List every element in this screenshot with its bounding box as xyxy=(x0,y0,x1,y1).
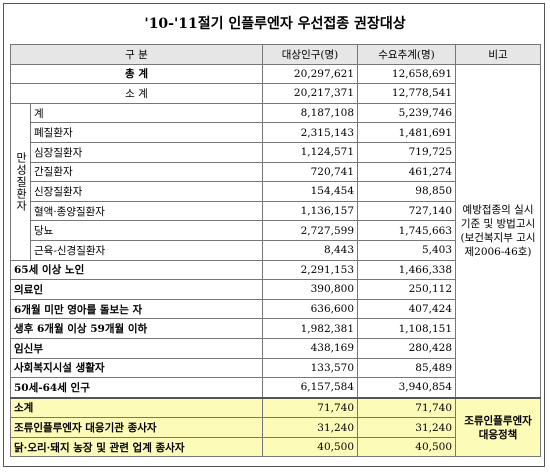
subtotal-row: 소 계 20,217,371 12,778,541 xyxy=(9,83,541,104)
row-label: 닭·오리·돼지 농장 및 관련 업계 종사자 xyxy=(9,436,264,458)
population: 6,157,584 xyxy=(262,377,359,399)
chronic-row: 간질환자 720,741 461,274 xyxy=(11,161,541,183)
population: 720,741 xyxy=(262,161,359,183)
row: 생후 6개월 이상 59개월 이하 1,982,381 1,108,151 xyxy=(9,318,541,339)
table: 구 분 대상인구(명) 수요추계(명) 비고 총 계 20,297,621 12,658,6… xyxy=(9,44,542,458)
note: 조류인플루엔자 대응정책 xyxy=(455,396,542,458)
population: 154,454 xyxy=(262,181,359,202)
row-label: 소 계 xyxy=(9,83,264,104)
row-label: 계 xyxy=(29,102,264,124)
row-label: 심장질환자 xyxy=(29,141,264,163)
chronic-row: 당뇨 2,727,599 1,745,663 xyxy=(11,220,541,241)
population: 71,740 xyxy=(262,396,359,419)
population: 1,124,571 xyxy=(262,141,359,163)
row-label: 조류인플루엔자 대응기관 종사자 xyxy=(9,417,264,438)
row-label: 65세 이상 노인 xyxy=(9,259,264,281)
demand: 5,403 xyxy=(357,239,457,261)
total-row: 총 계 20,297,621 12,658,691 예방접종의 실시기준 및 방법고시… xyxy=(9,63,542,399)
row-label: 50세-64세 인구 xyxy=(9,377,264,399)
row-label: 신장질환자 xyxy=(29,181,264,202)
demand: 727,140 xyxy=(357,200,457,222)
row-label: 총 계 xyxy=(9,63,264,85)
table-body: 구 분 대상인구(명) 수요추계(명) 비고 총 계 20,297,621 12,658,6… xyxy=(9,44,542,458)
row-label: 폐질환자 xyxy=(29,122,264,143)
row-label: 간질환자 xyxy=(29,161,264,183)
population: 133,570 xyxy=(262,357,359,379)
population: 20,217,371 xyxy=(262,83,359,104)
row-label: 6개월 미만 영아를 돌보는 자 xyxy=(9,298,264,320)
group-label: 만성질환자 xyxy=(10,102,31,261)
population: 390,800 xyxy=(262,279,359,300)
demand: 12,658,691 xyxy=(357,63,457,85)
avian-row: 소계 71,740 71,740 조류인플루엔자 대응정책 xyxy=(9,396,542,458)
row-label: 소계 xyxy=(9,396,264,419)
population: 2,727,599 xyxy=(262,220,359,241)
demand: 98,850 xyxy=(357,181,457,202)
population: 1,136,157 xyxy=(262,200,359,222)
demand: 1,481,691 xyxy=(357,122,457,143)
row-label: 당뇨 xyxy=(29,220,264,241)
row: 사회복지시설 생활자 133,570 85,489 xyxy=(9,357,541,379)
chronic-row: 근육-신경질환자 8,443 5,403 xyxy=(11,239,541,261)
demand: 3,940,854 xyxy=(357,377,457,399)
header-cell: 대상인구(명) xyxy=(262,44,359,65)
demand: 461,274 xyxy=(357,161,457,183)
population: 8,187,108 xyxy=(262,102,359,124)
population: 2,315,143 xyxy=(262,122,359,143)
demand: 85,489 xyxy=(357,357,457,379)
avian-row: 닭·오리·돼지 농장 및 관련 업계 종사자 40,500 40,500 xyxy=(9,436,541,458)
population: 636,600 xyxy=(262,298,359,320)
demand: 719,725 xyxy=(357,141,457,163)
title: '10-'11절기 인플루엔자 우선접종 권장대상 xyxy=(144,16,406,32)
header-cell: 비고 xyxy=(455,44,542,65)
population: 20,297,621 xyxy=(262,63,359,85)
demand: 5,239,746 xyxy=(357,102,457,124)
demand: 71,740 xyxy=(357,396,457,419)
demand: 1,745,663 xyxy=(357,220,457,241)
row-label: 근육-신경질환자 xyxy=(29,239,264,261)
demand: 1,108,151 xyxy=(357,318,457,339)
frame xyxy=(3,3,545,467)
chronic-row: 심장질환자 1,124,571 719,725 xyxy=(11,141,541,163)
header-cell: 수요추계(명) xyxy=(357,44,457,65)
row-label: 생후 6개월 이상 59개월 이하 xyxy=(9,318,264,339)
row-label: 임신부 xyxy=(9,337,264,359)
row: 6개월 미만 영아를 돌보는 자 636,600 407,424 xyxy=(9,298,541,320)
population: 40,500 xyxy=(262,436,359,458)
chronic-row: 신장질환자 154,454 98,850 xyxy=(11,181,541,202)
population: 2,291,153 xyxy=(262,259,359,281)
demand: 280,428 xyxy=(357,337,457,359)
header-cell: 구 분 xyxy=(9,44,264,65)
row: 의료인 390,800 250,112 xyxy=(9,279,541,300)
population: 31,240 xyxy=(262,417,359,438)
demand: 31,240 xyxy=(357,417,457,438)
row-label: 의료인 xyxy=(9,279,264,300)
row-label: 혈액·종양질환자 xyxy=(29,200,264,222)
header-row: 구 분 대상인구(명) 수요추계(명) 비고 xyxy=(9,44,542,65)
note: 예방접종의 실시기준 및 방법고시 (보건복지부 고시 제2006-46호) xyxy=(455,63,542,399)
demand: 40,500 xyxy=(357,436,457,458)
population: 438,169 xyxy=(262,337,359,359)
demand: 12,778,541 xyxy=(357,83,457,104)
population: 8,443 xyxy=(262,239,359,261)
demand: 1,466,338 xyxy=(357,259,457,281)
demand: 407,424 xyxy=(357,298,457,320)
population: 1,982,381 xyxy=(262,318,359,339)
avian-row: 조류인플루엔자 대응기관 종사자 31,240 31,240 xyxy=(9,417,541,438)
chronic-row: 혈액·종양질환자 1,136,157 727,140 xyxy=(11,200,541,222)
row-label: 사회복지시설 생활자 xyxy=(9,357,264,379)
demand: 250,112 xyxy=(357,279,457,300)
